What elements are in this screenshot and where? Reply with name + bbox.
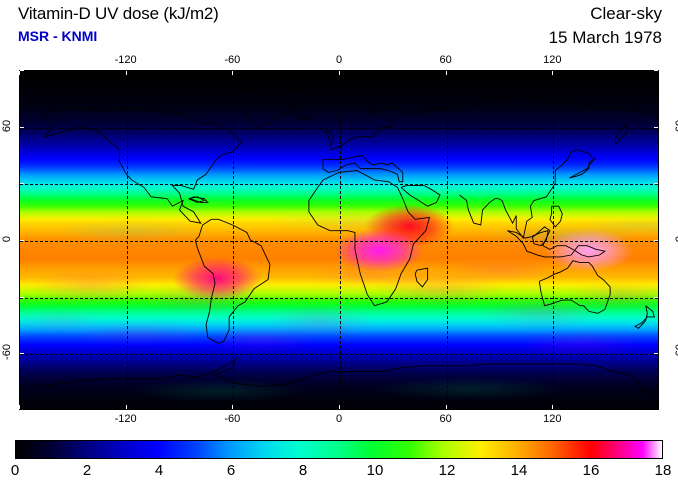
axis-label-lon-bottom: 0: [335, 413, 343, 425]
gridline-latitude: [20, 297, 658, 299]
data-source-label: MSR - KNMI: [18, 28, 98, 44]
axis-label-lon-top: 120: [543, 54, 562, 66]
coastline-europe-asia: [323, 156, 403, 182]
axis-label-lat-left: 60: [1, 119, 13, 132]
gridline-longitude: [340, 71, 341, 409]
axis-tick-top: [445, 71, 447, 75]
coastline-south-america: [195, 219, 269, 343]
gridline-latitude: [20, 241, 658, 242]
coastline-philippines: [550, 206, 562, 227]
gridline-longitude: [446, 71, 448, 409]
date-label: 15 March 1978: [548, 28, 662, 47]
axis-label-lon-top: 0: [335, 54, 343, 66]
axis-tick-bottom: [19, 405, 20, 409]
coastline-australia: [539, 261, 610, 314]
gridline-longitude: [553, 71, 555, 409]
coastline-india: [460, 150, 593, 238]
colorbar-tick-label: 8: [298, 462, 308, 479]
coastline-uk: [325, 131, 334, 146]
colorbar-tick-label: 2: [82, 462, 92, 479]
axis-label-lon-top: 60: [439, 54, 452, 66]
colorbar-tick-label: 6: [226, 462, 236, 479]
colorbar-tick-label: 10: [366, 462, 384, 479]
colorbar-container: 0 2 4 6 8 10 12 14 16 18: [0, 436, 678, 480]
colorbar-tick-label: 16: [582, 462, 600, 479]
chart-header: Vitamin-D UV dose (kJ/m2) MSR - KNMI Cle…: [0, 0, 678, 60]
axis-tick-right: [654, 126, 658, 128]
axis-tick-top: [552, 71, 554, 75]
gridline-longitude: [233, 71, 235, 409]
axis-tick-left: [20, 240, 24, 241]
coastline-overlay: [20, 71, 658, 409]
coastline-new-zealand: [635, 306, 654, 329]
coastline-europe-north: [330, 95, 658, 149]
coastline-africa: [309, 171, 430, 306]
axis-tick-left: [20, 410, 24, 411]
coastline-borneo: [532, 231, 548, 246]
axis-label-lat-left: 0: [1, 235, 13, 243]
gridline-longitude: [126, 71, 128, 409]
axis-tick-top: [232, 71, 234, 75]
gridline-latitude: [20, 184, 658, 186]
axis-tick-bottom: [552, 405, 554, 409]
axis-tick-top: [339, 71, 340, 75]
sky-condition-label: Clear-sky: [590, 4, 662, 23]
axis-tick-right: [654, 70, 658, 71]
axis-tick-right: [654, 296, 658, 298]
axis-label-lat-right: 60: [674, 119, 678, 132]
coastline-madagascar: [415, 268, 427, 287]
colorbar-tick-label: 18: [654, 462, 672, 479]
axis-tick-right: [654, 410, 658, 411]
axis-tick-top: [659, 71, 660, 75]
coastline-japan: [569, 157, 596, 178]
map-plot-area: [19, 70, 659, 410]
axis-tick-left: [20, 183, 24, 185]
coastline-greenland: [233, 84, 304, 127]
coastline-arabia: [401, 186, 440, 207]
axis-tick-left: [20, 353, 24, 355]
axis-label-lat-left: -60: [1, 344, 13, 361]
axis-label-lon-bottom: -60: [224, 413, 241, 425]
gridline-latitude: [20, 354, 658, 356]
colorbar-gradient: [15, 440, 663, 459]
coastline-north-america: [41, 107, 241, 223]
coastline-indonesia: [507, 227, 604, 257]
gridline-latitude: [20, 127, 658, 129]
axis-label-lon-bottom: 60: [439, 413, 452, 425]
axis-tick-right: [654, 353, 658, 355]
colorbar-tick-labels: 0 2 4 6 8 10 12 14 16 18: [0, 462, 678, 480]
axis-tick-right: [654, 183, 658, 185]
colorbar-tick-label: 0: [10, 462, 20, 479]
axis-tick-top: [19, 71, 20, 75]
axis-tick-bottom: [125, 405, 127, 409]
axis-label-lat-right: 0: [674, 219, 678, 259]
page-title: Vitamin-D UV dose (kJ/m2): [18, 4, 219, 23]
colorbar-tick-label: 14: [510, 462, 528, 479]
axis-tick-bottom: [445, 405, 447, 409]
coastline-antarctica: [20, 358, 658, 401]
axis-tick-left: [20, 70, 24, 71]
coastline-kamchatka: [615, 125, 627, 144]
coastline-cuba-line: [188, 197, 204, 203]
axis-tick-bottom: [659, 405, 660, 409]
axis-tick-right: [654, 240, 658, 241]
colorbar-tick-label: 12: [438, 462, 456, 479]
axis-tick-bottom: [339, 405, 340, 409]
axis-tick-bottom: [232, 405, 234, 409]
axis-label-lon-bottom: 120: [543, 413, 562, 425]
axis-label-lon-bottom: -120: [114, 413, 137, 425]
coastline-iceland: [296, 116, 314, 120]
axis-label-lat-right: -60: [674, 344, 678, 361]
axis-label-lon-top: -60: [224, 54, 241, 66]
coastline-svalbard: [359, 90, 378, 96]
axis-tick-top: [125, 71, 127, 75]
axis-tick-left: [20, 126, 24, 128]
axis-tick-left: [20, 296, 24, 298]
axis-label-lon-top: -120: [114, 54, 137, 66]
colorbar-tick-label: 4: [154, 462, 164, 479]
